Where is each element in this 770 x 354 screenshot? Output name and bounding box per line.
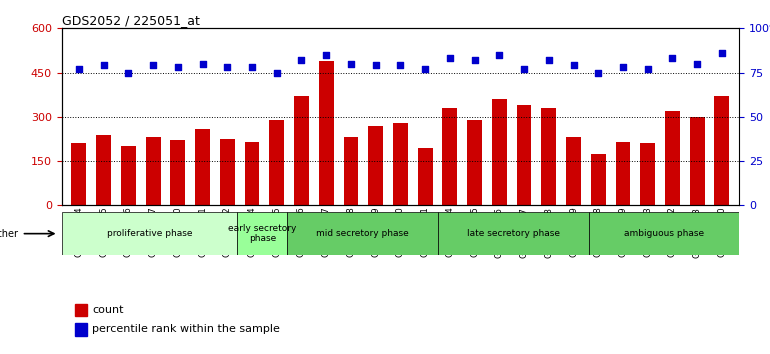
Point: [493, 52, 505, 58]
Bar: [591, 154, 606, 205]
Bar: [195, 129, 210, 205]
Bar: [96, 135, 111, 205]
Bar: [641, 143, 655, 205]
Text: count: count: [92, 305, 124, 315]
Point: [296, 57, 308, 63]
Text: mid secretory phase: mid secretory phase: [316, 229, 409, 238]
Bar: [467, 120, 482, 205]
FancyBboxPatch shape: [588, 212, 739, 255]
Point: [270, 70, 283, 75]
Bar: [393, 123, 408, 205]
Bar: [492, 99, 507, 205]
Bar: [517, 105, 531, 205]
FancyBboxPatch shape: [438, 212, 588, 255]
FancyBboxPatch shape: [62, 212, 237, 255]
Point: [147, 63, 159, 68]
Text: percentile rank within the sample: percentile rank within the sample: [92, 324, 280, 334]
Point: [98, 63, 110, 68]
Bar: [220, 139, 235, 205]
Bar: [541, 108, 556, 205]
Bar: [170, 141, 186, 205]
Bar: [368, 126, 383, 205]
Point: [419, 66, 431, 72]
FancyBboxPatch shape: [287, 212, 438, 255]
Point: [172, 64, 184, 70]
Point: [370, 63, 382, 68]
Bar: [75, 304, 87, 316]
Point: [394, 63, 407, 68]
Text: late secretory phase: late secretory phase: [467, 229, 560, 238]
Bar: [294, 96, 309, 205]
Bar: [566, 137, 581, 205]
Text: proliferative phase: proliferative phase: [107, 229, 192, 238]
Point: [691, 61, 703, 67]
FancyBboxPatch shape: [237, 212, 287, 255]
Point: [122, 70, 135, 75]
Bar: [343, 137, 358, 205]
Point: [518, 66, 531, 72]
Text: ambiguous phase: ambiguous phase: [624, 229, 704, 238]
Point: [345, 61, 357, 67]
Point: [246, 64, 258, 70]
Point: [567, 63, 580, 68]
Bar: [665, 111, 680, 205]
Point: [221, 64, 233, 70]
Point: [72, 66, 85, 72]
Point: [196, 61, 209, 67]
Bar: [319, 61, 333, 205]
Bar: [270, 120, 284, 205]
Bar: [245, 142, 259, 205]
Point: [716, 50, 728, 56]
Point: [666, 56, 678, 61]
Point: [592, 70, 604, 75]
Bar: [715, 96, 729, 205]
Bar: [75, 323, 87, 336]
Point: [543, 57, 555, 63]
Text: other: other: [0, 229, 18, 239]
Bar: [72, 143, 86, 205]
Bar: [615, 142, 631, 205]
Point: [444, 56, 456, 61]
Point: [641, 66, 654, 72]
Bar: [417, 148, 433, 205]
Bar: [121, 146, 136, 205]
Point: [320, 52, 333, 58]
Point: [617, 64, 629, 70]
Bar: [443, 108, 457, 205]
Bar: [146, 137, 160, 205]
Bar: [690, 117, 705, 205]
Text: early secretory
phase: early secretory phase: [228, 224, 296, 243]
Point: [468, 57, 480, 63]
Text: GDS2052 / 225051_at: GDS2052 / 225051_at: [62, 14, 199, 27]
